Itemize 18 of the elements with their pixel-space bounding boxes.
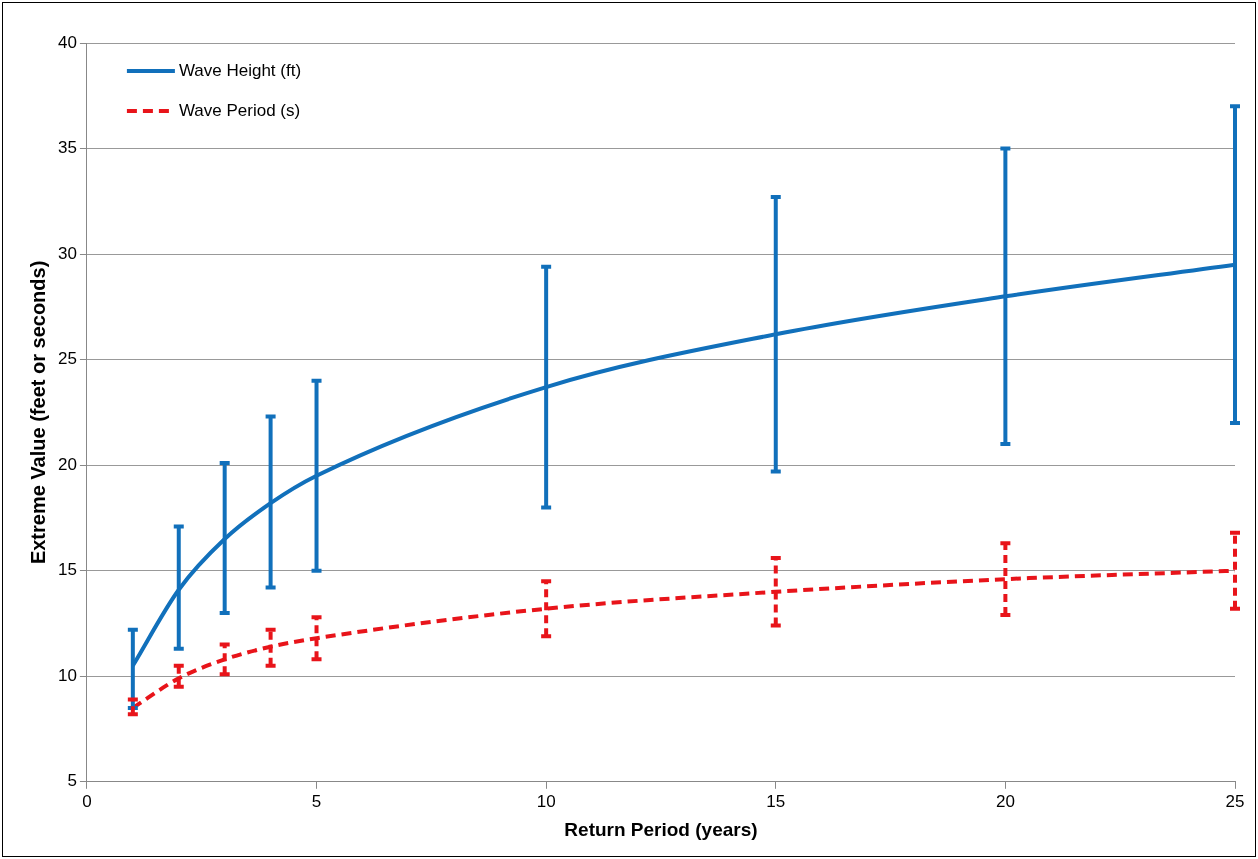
x-tick-label: 25: [1225, 791, 1245, 811]
x-tick-label: 20: [995, 791, 1015, 811]
y-tick-label: 40: [57, 32, 77, 52]
x-tick-label: 10: [536, 791, 556, 811]
legend-label: Wave Height (ft): [178, 60, 302, 80]
y-tick-label: 35: [57, 138, 77, 158]
x-tick-label: 0: [82, 791, 92, 811]
x-axis-title: Return Period (years): [564, 818, 758, 840]
y-tick-label: 20: [57, 454, 77, 474]
legend-label: Wave Period (s): [178, 100, 301, 120]
y-axis-title: Extreme Value (feet or seconds): [26, 260, 49, 565]
x-tick-label: 15: [766, 791, 786, 811]
y-tick-label: 15: [57, 560, 77, 580]
x-tick-label: 5: [311, 791, 322, 811]
y-tick-label: 30: [57, 243, 77, 263]
y-tick-label: 10: [57, 665, 77, 685]
y-tick-label: 25: [57, 349, 77, 369]
y-tick-label: 5: [67, 771, 77, 791]
